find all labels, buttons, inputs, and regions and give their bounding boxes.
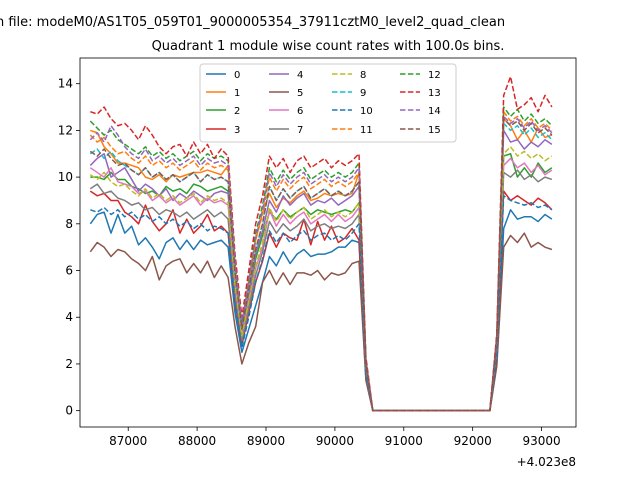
legend-label-12: 12 [428,70,441,81]
axes-frame [79,57,577,428]
x-tick-label: 93000 [522,434,560,448]
y-tick-label: 10 [58,170,73,184]
chart-title: Quadrant 1 module wise count rates with … [152,39,505,54]
legend-label-8: 8 [360,70,366,81]
file-title: n file: modeM0/AS1T05_059T01_9000005354_… [0,15,505,30]
x-tick-label: 87000 [109,434,147,448]
x-tick-label: 91000 [385,434,423,448]
y-tick-label: 2 [65,357,73,371]
series-line-15 [89,117,553,412]
legend-label-4: 4 [297,70,303,81]
x-tick-label: 90000 [316,434,354,448]
legend-label-7: 7 [297,125,303,136]
legend-label-11: 11 [360,125,373,136]
legend-label-10: 10 [360,106,373,117]
legend-label-6: 6 [297,106,303,117]
y-tick-label: 8 [65,217,73,231]
legend-label-5: 5 [297,88,303,99]
legend-label-3: 3 [234,125,240,136]
legend-label-9: 9 [360,88,366,99]
series-line-14 [89,115,553,412]
y-tick-label: 6 [65,264,73,278]
x-tick-label: 89000 [247,434,285,448]
y-tick-label: 14 [58,77,73,91]
legend-label-1: 1 [234,88,240,99]
legend-label-15: 15 [428,125,441,136]
x-tick-label: 88000 [178,434,216,448]
x-offset-label: +4.023e8 [517,455,576,469]
y-tick-label: 4 [65,310,73,324]
y-axis: 0 2 4 6 8 10 12 14 [58,77,80,418]
series-layer [89,75,553,412]
y-tick-label: 0 [65,404,73,418]
legend-label-0: 0 [234,70,240,81]
legend-label-14: 14 [428,106,441,117]
y-tick-label: 12 [58,123,73,137]
legend-label-13: 13 [428,88,441,99]
legend-frame [199,63,457,143]
legend-label-2: 2 [234,106,240,117]
x-axis: 87000 88000 89000 90000 91000 92000 93000 [109,427,561,448]
x-tick-label: 92000 [454,434,492,448]
